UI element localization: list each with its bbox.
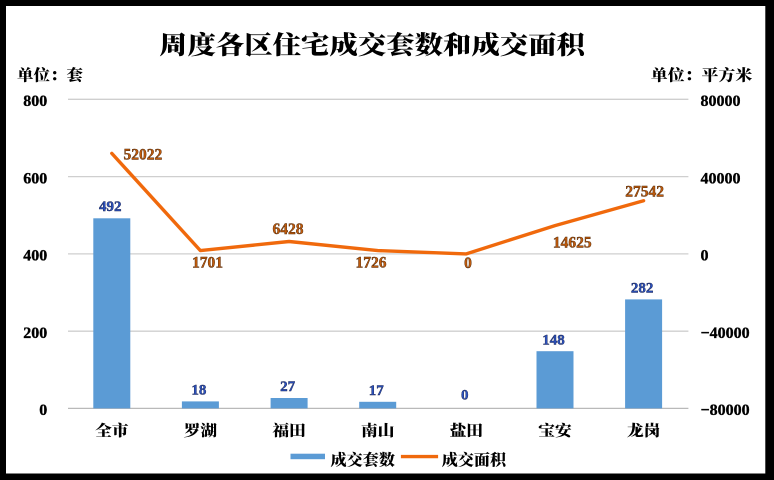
svg-text:40000: 40000 [701, 170, 741, 187]
svg-text:600: 600 [23, 170, 47, 187]
svg-text:14625: 14625 [553, 234, 592, 251]
svg-text:27: 27 [280, 379, 296, 395]
svg-text:0: 0 [39, 402, 47, 419]
svg-text:27542: 27542 [625, 184, 664, 201]
svg-text:−40000: −40000 [701, 325, 750, 342]
svg-text:0: 0 [701, 248, 709, 265]
svg-text:148: 148 [542, 333, 565, 349]
svg-text:800: 800 [23, 93, 47, 110]
svg-text:400: 400 [23, 248, 47, 265]
svg-text:492: 492 [99, 199, 122, 215]
svg-text:1726: 1726 [356, 255, 387, 272]
svg-text:18: 18 [191, 382, 206, 398]
svg-text:282: 282 [631, 280, 654, 296]
svg-text:52022: 52022 [124, 147, 163, 164]
svg-text:80000: 80000 [701, 93, 741, 110]
svg-text:200: 200 [23, 325, 47, 342]
svg-text:−80000: −80000 [701, 402, 750, 419]
svg-text:6428: 6428 [273, 221, 304, 238]
svg-text:0: 0 [461, 388, 469, 404]
svg-text:17: 17 [369, 383, 385, 399]
svg-text:0: 0 [464, 255, 472, 272]
svg-text:1701: 1701 [192, 255, 223, 272]
